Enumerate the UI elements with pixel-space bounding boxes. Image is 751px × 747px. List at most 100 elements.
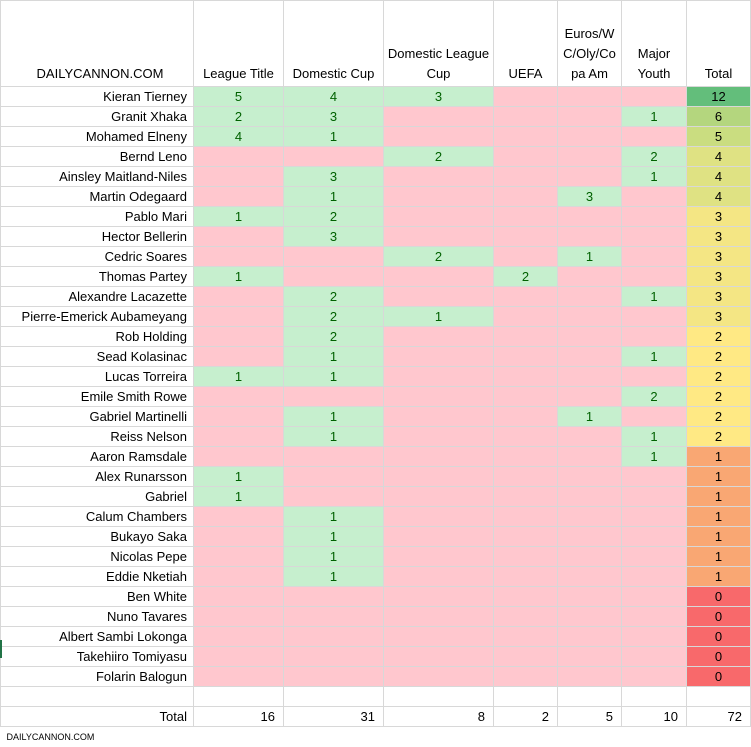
value-cell[interactable] — [558, 267, 622, 287]
value-cell[interactable] — [558, 507, 622, 527]
value-cell[interactable]: 3 — [284, 107, 384, 127]
total-cell[interactable]: 3 — [687, 267, 751, 287]
value-cell[interactable] — [284, 667, 384, 687]
value-cell[interactable] — [384, 467, 494, 487]
value-cell[interactable] — [384, 587, 494, 607]
value-cell[interactable] — [622, 207, 687, 227]
value-cell[interactable]: 1 — [284, 567, 384, 587]
value-cell[interactable] — [384, 427, 494, 447]
value-cell[interactable] — [494, 487, 558, 507]
total-cell[interactable]: 1 — [687, 567, 751, 587]
player-name[interactable]: Thomas Partey — [1, 267, 194, 287]
value-cell[interactable] — [494, 367, 558, 387]
player-name[interactable]: Gabriel Martinelli — [1, 407, 194, 427]
empty-cell[interactable] — [622, 687, 687, 707]
value-cell[interactable] — [622, 507, 687, 527]
value-cell[interactable] — [622, 667, 687, 687]
value-cell[interactable] — [384, 327, 494, 347]
column-total[interactable]: 72 — [687, 707, 751, 727]
value-cell[interactable] — [622, 487, 687, 507]
player-name[interactable]: Alexandre Lacazette — [1, 287, 194, 307]
value-cell[interactable]: 1 — [284, 127, 384, 147]
value-cell[interactable] — [384, 527, 494, 547]
value-cell[interactable] — [384, 287, 494, 307]
column-total[interactable]: 31 — [284, 707, 384, 727]
value-cell[interactable] — [558, 667, 622, 687]
value-cell[interactable] — [384, 487, 494, 507]
value-cell[interactable] — [494, 407, 558, 427]
value-cell[interactable] — [194, 407, 284, 427]
value-cell[interactable] — [194, 147, 284, 167]
value-cell[interactable] — [194, 347, 284, 367]
player-name[interactable]: Alex Runarsson — [1, 467, 194, 487]
value-cell[interactable] — [622, 547, 687, 567]
player-name[interactable]: Martin Odegaard — [1, 187, 194, 207]
value-cell[interactable] — [494, 167, 558, 187]
total-cell[interactable]: 1 — [687, 547, 751, 567]
value-cell[interactable] — [494, 387, 558, 407]
player-name[interactable]: Emile Smith Rowe — [1, 387, 194, 407]
value-cell[interactable] — [622, 127, 687, 147]
value-cell[interactable] — [384, 627, 494, 647]
value-cell[interactable] — [284, 487, 384, 507]
total-cell[interactable]: 12 — [687, 87, 751, 107]
value-cell[interactable] — [558, 547, 622, 567]
value-cell[interactable]: 4 — [284, 87, 384, 107]
value-cell[interactable]: 2 — [194, 107, 284, 127]
value-cell[interactable] — [558, 227, 622, 247]
value-cell[interactable] — [384, 167, 494, 187]
value-cell[interactable] — [194, 327, 284, 347]
value-cell[interactable] — [622, 367, 687, 387]
player-name[interactable]: Eddie Nketiah — [1, 567, 194, 587]
value-cell[interactable]: 1 — [622, 447, 687, 467]
value-cell[interactable] — [494, 607, 558, 627]
value-cell[interactable] — [622, 587, 687, 607]
value-cell[interactable]: 4 — [194, 127, 284, 147]
empty-cell[interactable] — [194, 687, 284, 707]
total-cell[interactable]: 6 — [687, 107, 751, 127]
value-cell[interactable] — [194, 647, 284, 667]
value-cell[interactable] — [558, 567, 622, 587]
value-cell[interactable]: 1 — [284, 347, 384, 367]
empty-cell[interactable] — [1, 687, 194, 707]
value-cell[interactable] — [558, 87, 622, 107]
value-cell[interactable] — [284, 447, 384, 467]
value-cell[interactable] — [494, 127, 558, 147]
value-cell[interactable] — [194, 547, 284, 567]
value-cell[interactable] — [194, 567, 284, 587]
value-cell[interactable] — [494, 227, 558, 247]
value-cell[interactable]: 3 — [558, 187, 622, 207]
player-name[interactable]: Rob Holding — [1, 327, 194, 347]
column-total[interactable]: 5 — [558, 707, 622, 727]
value-cell[interactable]: 1 — [622, 347, 687, 367]
value-cell[interactable]: 1 — [622, 287, 687, 307]
player-name[interactable]: Albert Sambi Lokonga — [1, 627, 194, 647]
value-cell[interactable]: 2 — [622, 387, 687, 407]
value-cell[interactable] — [494, 347, 558, 367]
value-cell[interactable] — [384, 407, 494, 427]
total-cell[interactable]: 0 — [687, 587, 751, 607]
value-cell[interactable]: 1 — [284, 367, 384, 387]
value-cell[interactable]: 1 — [194, 467, 284, 487]
value-cell[interactable]: 1 — [194, 267, 284, 287]
value-cell[interactable] — [622, 267, 687, 287]
value-cell[interactable]: 1 — [284, 407, 384, 427]
value-cell[interactable] — [494, 587, 558, 607]
player-name[interactable]: Nicolas Pepe — [1, 547, 194, 567]
value-cell[interactable] — [494, 187, 558, 207]
value-cell[interactable] — [558, 447, 622, 467]
col-header-league-title[interactable]: League Title — [194, 1, 284, 87]
value-cell[interactable] — [622, 247, 687, 267]
value-cell[interactable]: 2 — [284, 307, 384, 327]
value-cell[interactable] — [558, 487, 622, 507]
column-total[interactable]: 8 — [384, 707, 494, 727]
value-cell[interactable] — [194, 607, 284, 627]
value-cell[interactable] — [558, 147, 622, 167]
value-cell[interactable]: 1 — [384, 307, 494, 327]
value-cell[interactable]: 1 — [284, 547, 384, 567]
value-cell[interactable] — [558, 387, 622, 407]
total-cell[interactable]: 3 — [687, 247, 751, 267]
value-cell[interactable] — [284, 627, 384, 647]
total-cell[interactable]: 0 — [687, 607, 751, 627]
value-cell[interactable] — [194, 447, 284, 467]
